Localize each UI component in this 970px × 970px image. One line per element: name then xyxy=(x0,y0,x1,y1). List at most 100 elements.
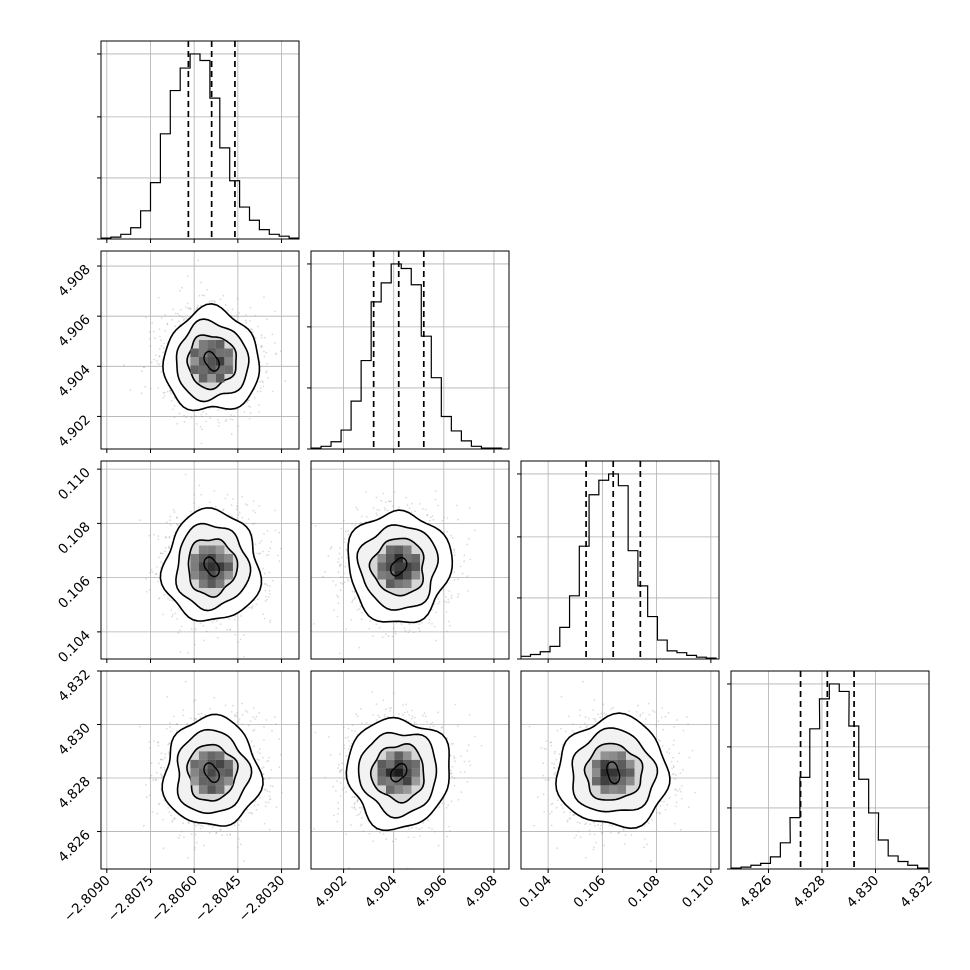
scatter-point xyxy=(158,355,161,357)
scatter-point xyxy=(354,524,357,526)
scatter-point xyxy=(424,508,427,511)
scatter-point xyxy=(453,579,456,581)
scatter-point xyxy=(378,509,381,512)
scatter-point xyxy=(230,504,233,507)
scatter-point xyxy=(196,306,199,309)
scatter-point xyxy=(254,314,257,317)
scatter-point xyxy=(163,395,166,397)
scatter-point xyxy=(266,598,268,601)
scatter-point xyxy=(392,627,395,630)
scatter-point xyxy=(262,550,264,553)
scatter-point xyxy=(258,542,261,544)
scatter-point xyxy=(177,631,180,634)
density-cell xyxy=(403,554,412,563)
scatter-point xyxy=(358,608,361,610)
scatter-point xyxy=(200,304,202,307)
scatter-point xyxy=(406,504,409,507)
scatter-point xyxy=(453,551,456,554)
scatter-point xyxy=(365,515,368,518)
scatter-point xyxy=(453,571,456,574)
scatter-point xyxy=(155,573,158,576)
scatter-point xyxy=(196,304,199,307)
scatter-point xyxy=(244,503,247,505)
scatter-point xyxy=(324,570,326,573)
scatter-point xyxy=(392,505,394,507)
scatter-point xyxy=(341,582,344,585)
scatter-point xyxy=(343,572,345,575)
scatter-point xyxy=(463,560,465,563)
scatter-point xyxy=(170,814,173,817)
scatter-point xyxy=(246,808,249,811)
scatter-point xyxy=(353,596,356,599)
scatter-point xyxy=(171,615,174,618)
density-cell xyxy=(198,545,208,554)
scatter-point xyxy=(265,595,267,598)
scatter-point xyxy=(263,617,266,620)
scatter-point xyxy=(332,580,335,582)
scatter-point xyxy=(167,546,170,549)
scatter-point xyxy=(274,352,277,355)
scatter-point xyxy=(165,536,167,539)
scatter-point xyxy=(408,507,411,510)
scatter-point xyxy=(446,517,449,519)
scatter-point xyxy=(138,519,141,521)
scatter-point xyxy=(199,426,202,428)
scatter-point xyxy=(237,315,240,318)
scatter-point xyxy=(434,490,437,492)
scatter-point xyxy=(265,370,268,372)
scatter-point xyxy=(442,589,445,591)
density-cell xyxy=(215,579,225,588)
scatter-point xyxy=(383,507,386,509)
density-cell xyxy=(190,365,199,374)
scatter-point xyxy=(376,514,378,517)
scatter-point xyxy=(434,639,437,642)
scatter-point xyxy=(394,630,397,633)
scatter-point xyxy=(253,522,256,525)
scatter-point xyxy=(375,623,378,626)
scatter-point xyxy=(153,358,156,361)
scatter-point xyxy=(177,608,180,610)
scatter-point xyxy=(198,484,201,487)
density-cell xyxy=(198,340,208,349)
scatter-point xyxy=(467,537,470,540)
scatter-point xyxy=(360,521,362,524)
scatter-point xyxy=(149,345,152,347)
scatter-point xyxy=(340,563,342,566)
scatter-point xyxy=(275,353,278,356)
scatter-point xyxy=(268,571,271,574)
scatter-point xyxy=(393,491,396,493)
scatter-point xyxy=(266,362,269,365)
scatter-point xyxy=(203,639,205,642)
scatter-point xyxy=(263,350,265,353)
scatter-point xyxy=(251,607,254,610)
scatter-point xyxy=(450,597,453,599)
scatter-point xyxy=(259,387,262,389)
scatter-point xyxy=(437,602,440,605)
density-cell xyxy=(198,357,208,366)
scatter-point xyxy=(182,319,185,322)
scatter-point xyxy=(347,530,349,532)
scatter-point xyxy=(388,500,390,503)
density-cell xyxy=(224,365,233,374)
scatter-point xyxy=(173,416,176,419)
scatter-point xyxy=(418,630,421,632)
scatter-point xyxy=(241,495,243,498)
scatter-point xyxy=(205,420,208,423)
scatter-point xyxy=(258,505,261,507)
scatter-point xyxy=(400,623,403,625)
scatter-point xyxy=(438,600,441,603)
panel-content xyxy=(101,461,299,659)
scatter-point xyxy=(245,314,248,316)
scatter-point xyxy=(229,629,232,631)
scatter-point xyxy=(457,596,459,598)
scatter-point xyxy=(143,366,146,369)
scatter-point xyxy=(249,320,251,322)
scatter-point xyxy=(180,625,183,628)
scatter-point xyxy=(403,627,406,629)
scatter-point xyxy=(267,553,270,556)
density-cell xyxy=(411,562,420,571)
scatter-point xyxy=(228,618,231,620)
scatter-point xyxy=(171,614,174,616)
scatter-point xyxy=(200,442,203,445)
scatter-point xyxy=(447,601,450,604)
